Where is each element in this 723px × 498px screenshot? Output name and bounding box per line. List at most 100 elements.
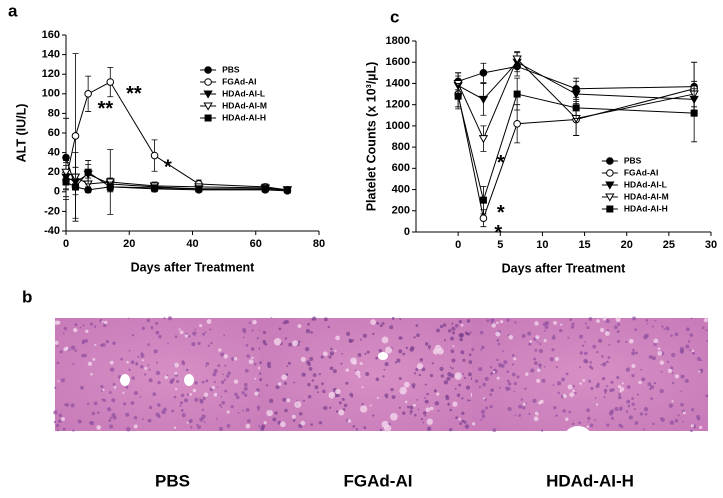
nucleus [534, 348, 538, 352]
pale-cell [698, 370, 701, 373]
nucleus [668, 403, 674, 408]
marker [84, 168, 92, 176]
nucleus [133, 415, 138, 420]
nucleus [521, 333, 526, 338]
pale-cell [294, 401, 302, 408]
nucleus [77, 419, 82, 424]
nucleus [329, 351, 335, 356]
nucleus [449, 336, 455, 341]
nucleus [651, 356, 656, 361]
vessel [564, 426, 592, 450]
nucleus [58, 413, 63, 418]
nucleus [700, 359, 703, 362]
nucleus [405, 346, 409, 349]
nucleus [265, 384, 269, 387]
nucleus [471, 347, 475, 351]
pale-cell [254, 391, 259, 396]
nucleus [553, 405, 557, 410]
nucleus [489, 393, 493, 397]
nucleus [321, 382, 324, 386]
marker [283, 186, 291, 194]
nucleus [480, 409, 486, 414]
nucleus [103, 323, 107, 328]
nucleus [410, 345, 415, 351]
nucleus [613, 325, 618, 330]
nucleus [58, 419, 62, 423]
x-tick-label: 80 [313, 238, 325, 250]
nucleus [244, 368, 249, 373]
pale-cell [213, 392, 218, 397]
nucleus [604, 391, 607, 395]
nucleus [146, 318, 151, 323]
nucleus [109, 424, 114, 429]
nucleus [372, 332, 375, 335]
nucleus [685, 327, 690, 332]
nucleus [533, 361, 538, 366]
nucleus [631, 373, 635, 378]
legend-label: FGAd-AI [624, 167, 658, 177]
nucleus [158, 335, 162, 339]
pale-cell [141, 359, 144, 362]
nucleus [456, 393, 461, 398]
nucleus [130, 401, 135, 405]
nucleus [496, 339, 500, 342]
x-tick-label: 20 [123, 238, 135, 250]
pale-cell [233, 379, 239, 384]
nucleus [557, 391, 560, 395]
nucleus [282, 397, 287, 402]
nucleus [467, 399, 470, 402]
nucleus [697, 417, 701, 421]
nucleus [155, 370, 161, 376]
nucleus [689, 333, 694, 337]
nucleus [680, 402, 684, 407]
nucleus [283, 320, 288, 325]
y-tick-label: 40 [48, 147, 60, 159]
nucleus [155, 330, 160, 335]
nucleus [424, 383, 427, 386]
pale-cell [425, 407, 431, 413]
nucleus [549, 357, 554, 362]
nucleus [409, 412, 412, 415]
nucleus [434, 401, 440, 406]
nucleus [593, 419, 596, 421]
nucleus [412, 385, 415, 389]
nucleus [426, 426, 432, 431]
nucleus [220, 380, 225, 384]
pale-cell [252, 319, 257, 325]
nucleus [643, 407, 649, 412]
pale-cell [245, 423, 251, 429]
nucleus [267, 365, 271, 369]
nucleus [82, 339, 85, 343]
nucleus [148, 368, 151, 371]
annotation: * [497, 152, 505, 174]
nucleus [153, 349, 158, 354]
nucleus [202, 332, 206, 336]
x-tick-label: 0 [63, 238, 69, 250]
nucleus [56, 361, 60, 365]
pale-cell [543, 339, 547, 343]
nucleus [618, 392, 621, 396]
nucleus [443, 380, 449, 385]
nucleus [489, 366, 493, 369]
pale-cell [562, 393, 568, 399]
marker [71, 183, 79, 191]
nucleus [218, 426, 223, 431]
nucleus [258, 424, 261, 428]
nucleus [428, 348, 431, 350]
nucleus [450, 373, 455, 378]
nucleus [80, 385, 84, 390]
nucleus [424, 414, 427, 417]
nucleus [304, 346, 310, 352]
nucleus [167, 342, 169, 345]
pale-cell [492, 370, 496, 374]
nucleus [223, 334, 226, 337]
pale-cell [273, 337, 282, 346]
nucleus [665, 326, 670, 331]
nucleus [140, 352, 144, 355]
nucleus [705, 329, 708, 332]
nucleus [141, 418, 144, 421]
nucleus [139, 396, 142, 398]
nucleus [543, 365, 546, 368]
x-tick-label: 10 [536, 239, 548, 251]
pale-cell [254, 377, 257, 380]
